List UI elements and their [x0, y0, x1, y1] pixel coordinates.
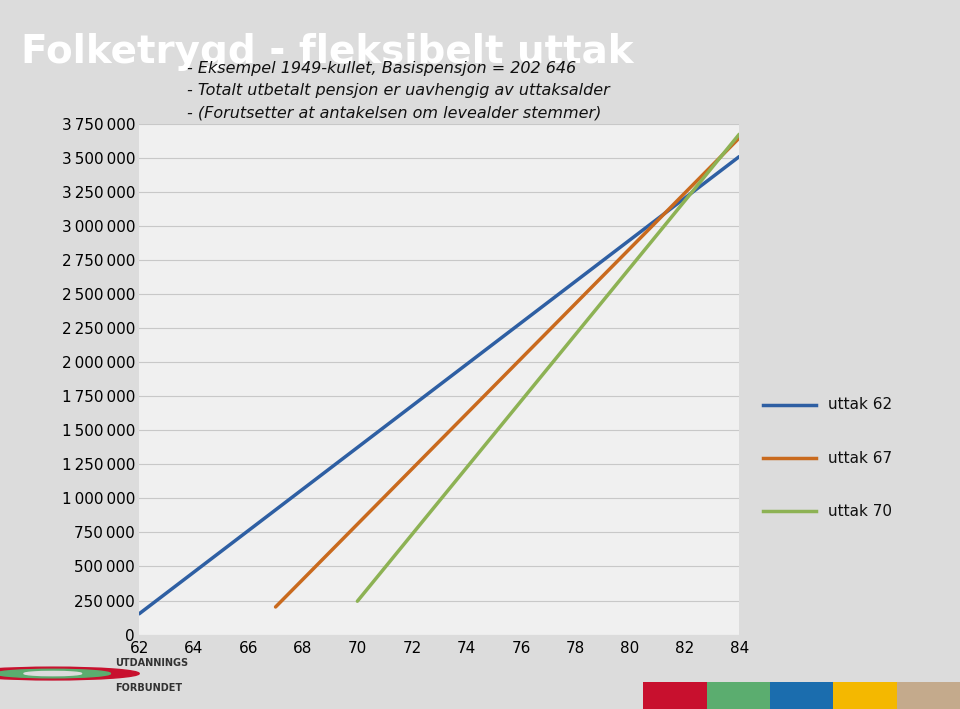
- uttak 67: [597, 272, 609, 280]
- uttak 62: [597, 256, 609, 264]
- Bar: [770, 682, 833, 709]
- uttak 62: [733, 152, 745, 161]
- uttak 67: [542, 327, 554, 335]
- uttak 70: [733, 130, 745, 138]
- uttak 67: [733, 134, 745, 143]
- uttak 62: [324, 464, 336, 473]
- uttak 70: [351, 597, 363, 605]
- uttak 70: [542, 364, 554, 372]
- uttak 67: [351, 520, 363, 528]
- uttak 70: [434, 497, 445, 506]
- uttak 62: [188, 568, 200, 576]
- Text: - Eksempel 1949-kullet, Basispensjon = 202 646
- Totalt utbetalt pensjon er uavh: - Eksempel 1949-kullet, Basispensjon = 2…: [187, 61, 610, 121]
- uttak 67: [652, 216, 663, 225]
- uttak 67: [679, 189, 690, 197]
- uttak 67: [570, 299, 582, 308]
- uttak 62: [461, 360, 472, 369]
- uttak 70: [406, 530, 418, 539]
- uttak 62: [542, 298, 554, 306]
- uttak 62: [243, 526, 254, 535]
- uttak 70: [624, 264, 636, 272]
- uttak 62: [707, 173, 718, 182]
- Circle shape: [24, 671, 82, 676]
- Line: uttak 62: uttak 62: [139, 157, 739, 614]
- uttak 70: [679, 196, 690, 205]
- uttak 67: [434, 437, 445, 446]
- Bar: [707, 682, 770, 709]
- uttak 70: [652, 230, 663, 239]
- Bar: [643, 682, 707, 709]
- uttak 62: [133, 610, 145, 618]
- uttak 70: [707, 163, 718, 172]
- uttak 67: [516, 354, 527, 363]
- uttak 62: [406, 402, 418, 411]
- uttak 70: [461, 464, 472, 472]
- Text: uttak 67: uttak 67: [828, 450, 892, 466]
- uttak 67: [488, 382, 499, 391]
- uttak 67: [270, 603, 281, 611]
- uttak 62: [297, 485, 308, 493]
- uttak 62: [215, 547, 227, 556]
- Text: uttak 62: uttak 62: [828, 397, 892, 413]
- Bar: [833, 682, 897, 709]
- Line: uttak 70: uttak 70: [357, 134, 739, 601]
- uttak 62: [270, 506, 281, 514]
- uttak 70: [570, 330, 582, 339]
- Line: uttak 67: uttak 67: [276, 138, 739, 607]
- uttak 70: [488, 430, 499, 439]
- Text: UTDANNINGS: UTDANNINGS: [115, 658, 188, 668]
- uttak 67: [461, 410, 472, 418]
- uttak 62: [488, 340, 499, 348]
- Circle shape: [0, 669, 110, 678]
- uttak 67: [379, 492, 391, 501]
- uttak 62: [570, 277, 582, 286]
- uttak 62: [652, 215, 663, 223]
- Text: FORBUNDET: FORBUNDET: [115, 683, 182, 693]
- uttak 70: [597, 297, 609, 306]
- uttak 62: [679, 194, 690, 203]
- uttak 62: [351, 443, 363, 452]
- uttak 67: [624, 244, 636, 252]
- uttak 62: [516, 318, 527, 327]
- Text: Folketrygd - fleksibelt uttak: Folketrygd - fleksibelt uttak: [21, 33, 634, 71]
- Bar: [897, 682, 960, 709]
- uttak 70: [379, 564, 391, 572]
- Text: uttak 70: uttak 70: [828, 503, 892, 519]
- uttak 67: [707, 162, 718, 170]
- uttak 62: [379, 423, 391, 431]
- uttak 62: [160, 588, 172, 597]
- uttak 67: [406, 465, 418, 474]
- uttak 67: [297, 575, 308, 584]
- uttak 70: [516, 397, 527, 406]
- Circle shape: [0, 667, 139, 680]
- uttak 67: [324, 547, 336, 556]
- uttak 62: [434, 381, 445, 389]
- uttak 62: [624, 235, 636, 244]
